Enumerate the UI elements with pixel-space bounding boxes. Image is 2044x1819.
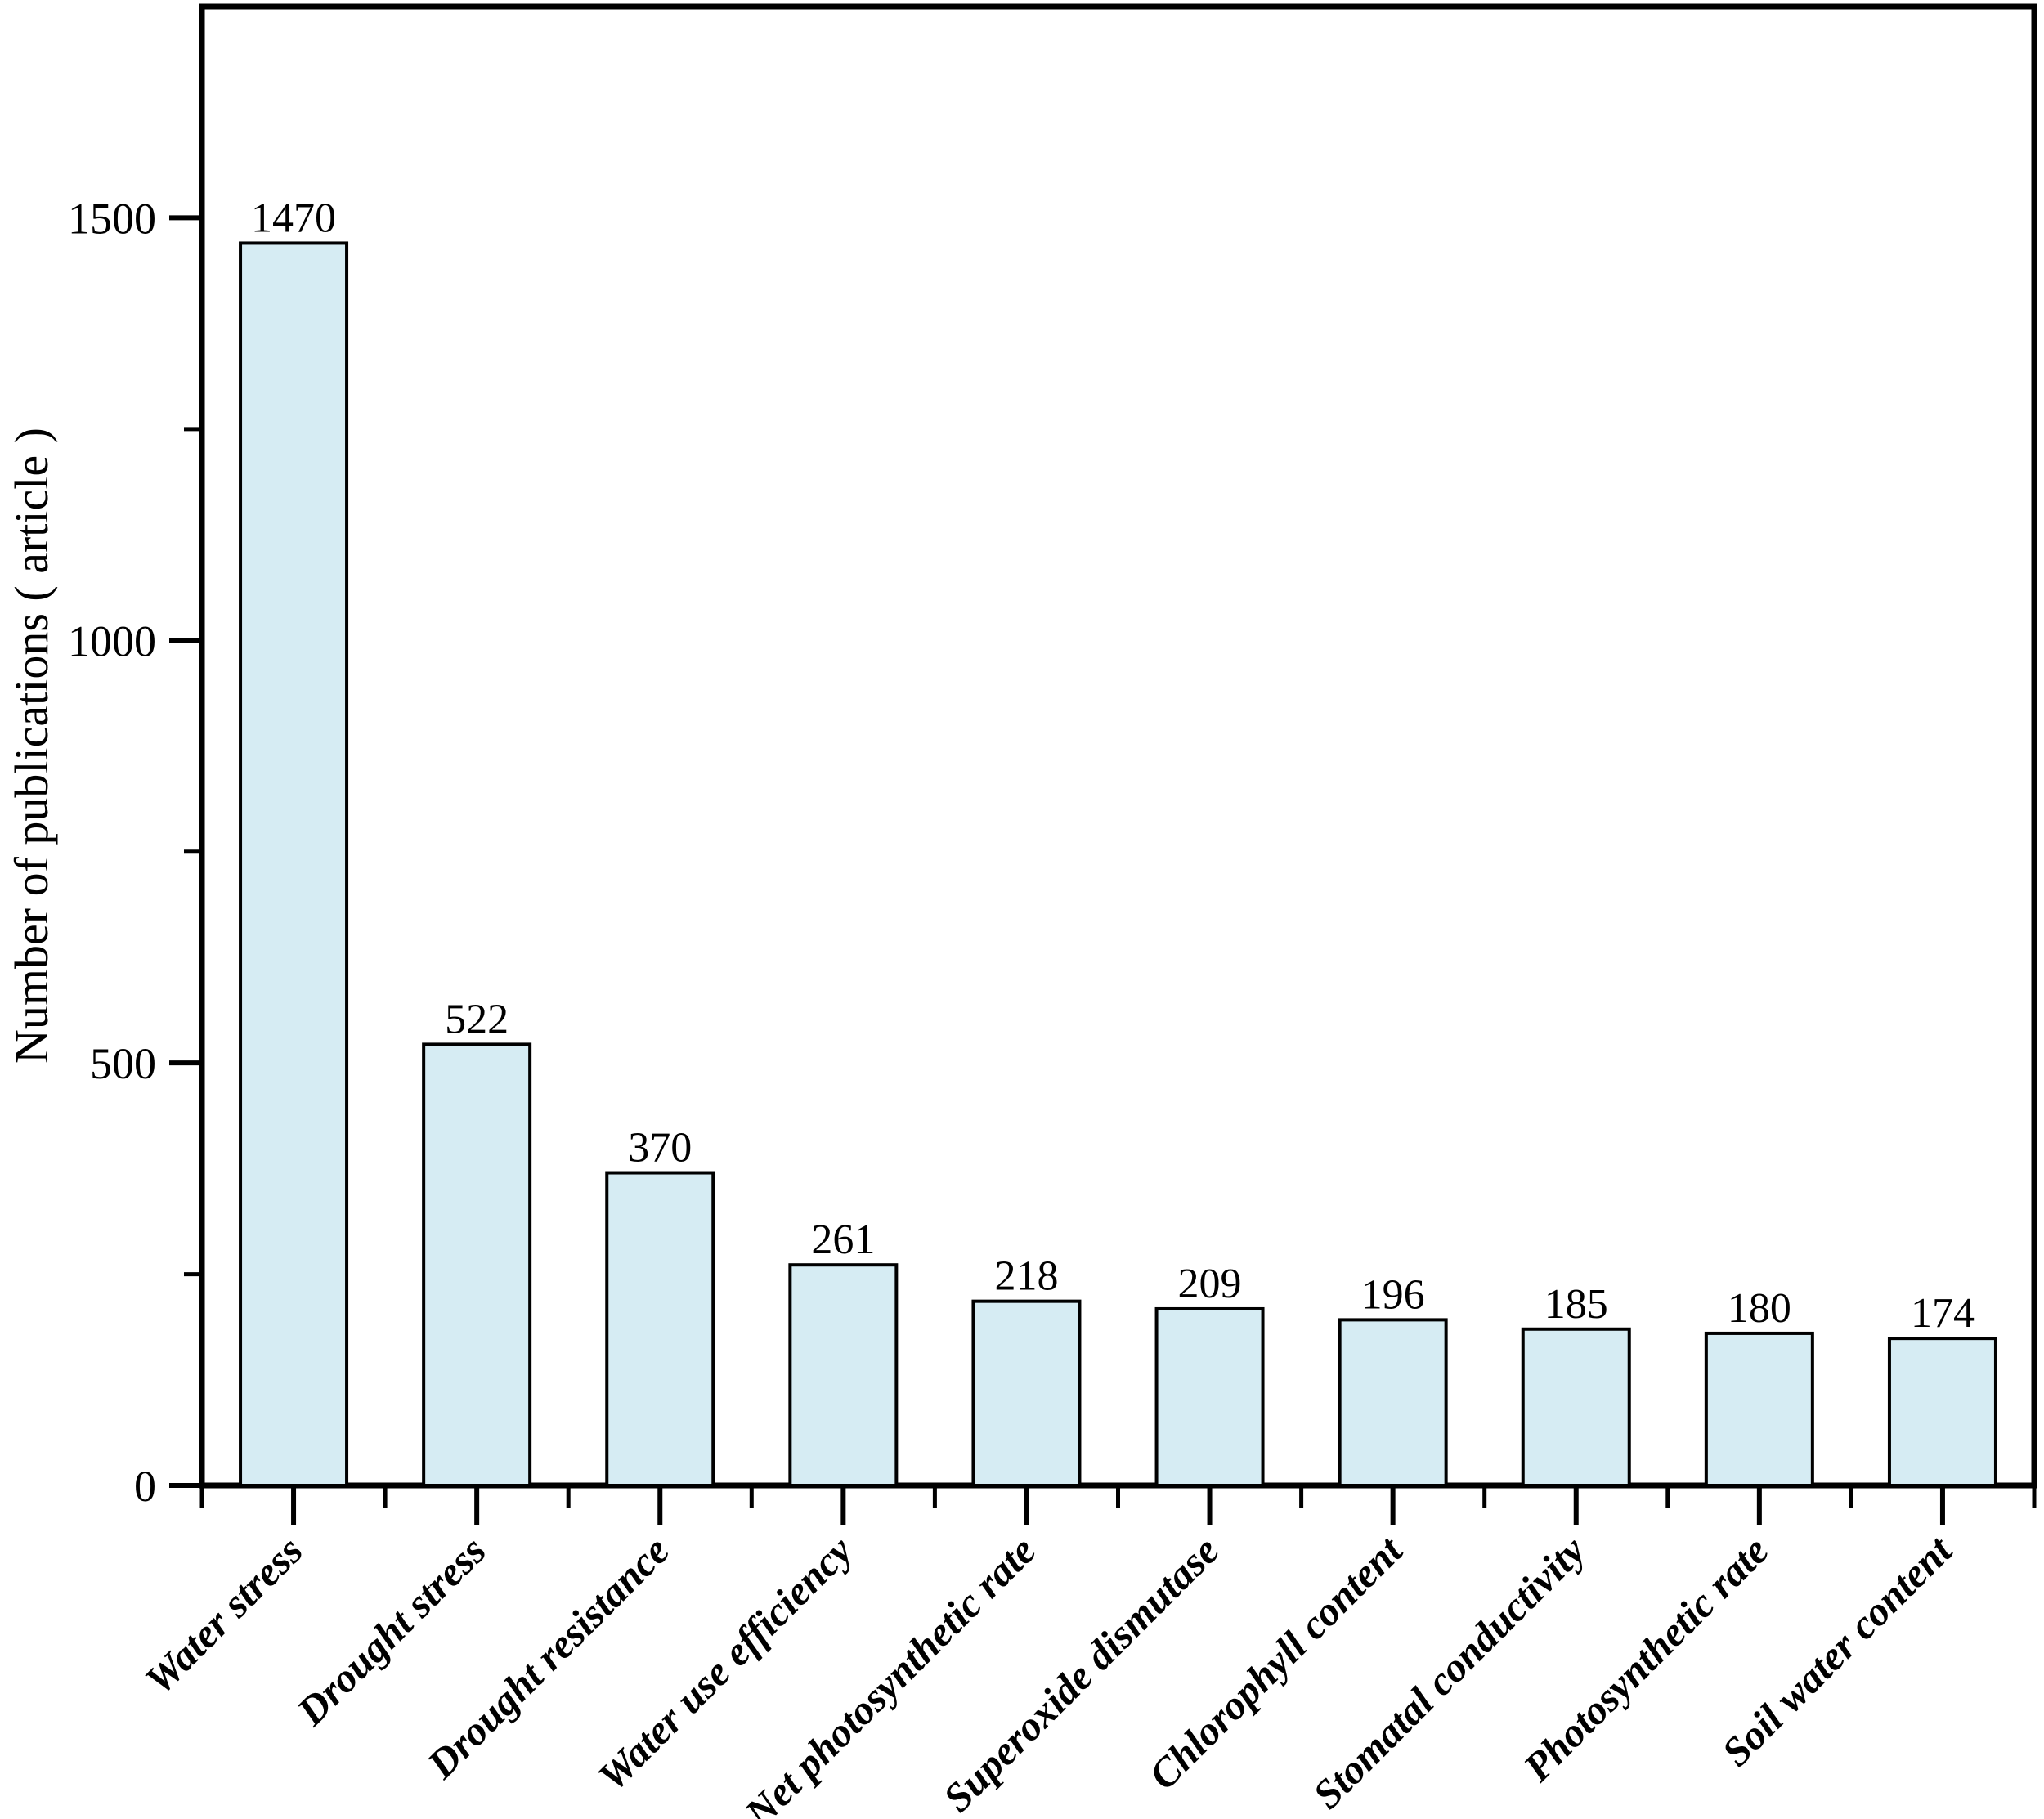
bar: [1887, 1337, 1997, 1487]
y-tick-label: 0: [134, 1462, 156, 1511]
bar: [971, 1299, 1082, 1487]
bar: [1338, 1318, 1448, 1487]
bar-value-label: 174: [1911, 1290, 1975, 1337]
bar-value-label: 1470: [251, 195, 336, 241]
bar-value-label: 261: [811, 1216, 875, 1263]
bar: [1154, 1306, 1265, 1488]
bar: [1704, 1331, 1814, 1487]
bar-value-label: 218: [994, 1253, 1058, 1300]
bar: [239, 241, 349, 1488]
y-axis-title: Number of publications ( article ): [5, 428, 58, 1064]
y-tick-label: 1000: [68, 616, 156, 665]
bar: [605, 1171, 715, 1488]
bar-value-label: 196: [1361, 1271, 1425, 1318]
bar: [1521, 1327, 1631, 1487]
y-tick-label: 1500: [68, 194, 156, 243]
x-category-label: Water stress: [136, 1527, 312, 1703]
bar: [788, 1263, 899, 1487]
bar-value-label: 180: [1728, 1285, 1791, 1332]
bar-value-label: 522: [445, 996, 509, 1042]
bar-value-label: 185: [1544, 1281, 1608, 1328]
bar-value-label: 209: [1178, 1261, 1242, 1307]
bar-value-label: 370: [628, 1125, 692, 1172]
bar: [422, 1042, 532, 1487]
x-category-label: Drought stress: [287, 1527, 494, 1734]
y-tick-label: 500: [90, 1039, 156, 1088]
